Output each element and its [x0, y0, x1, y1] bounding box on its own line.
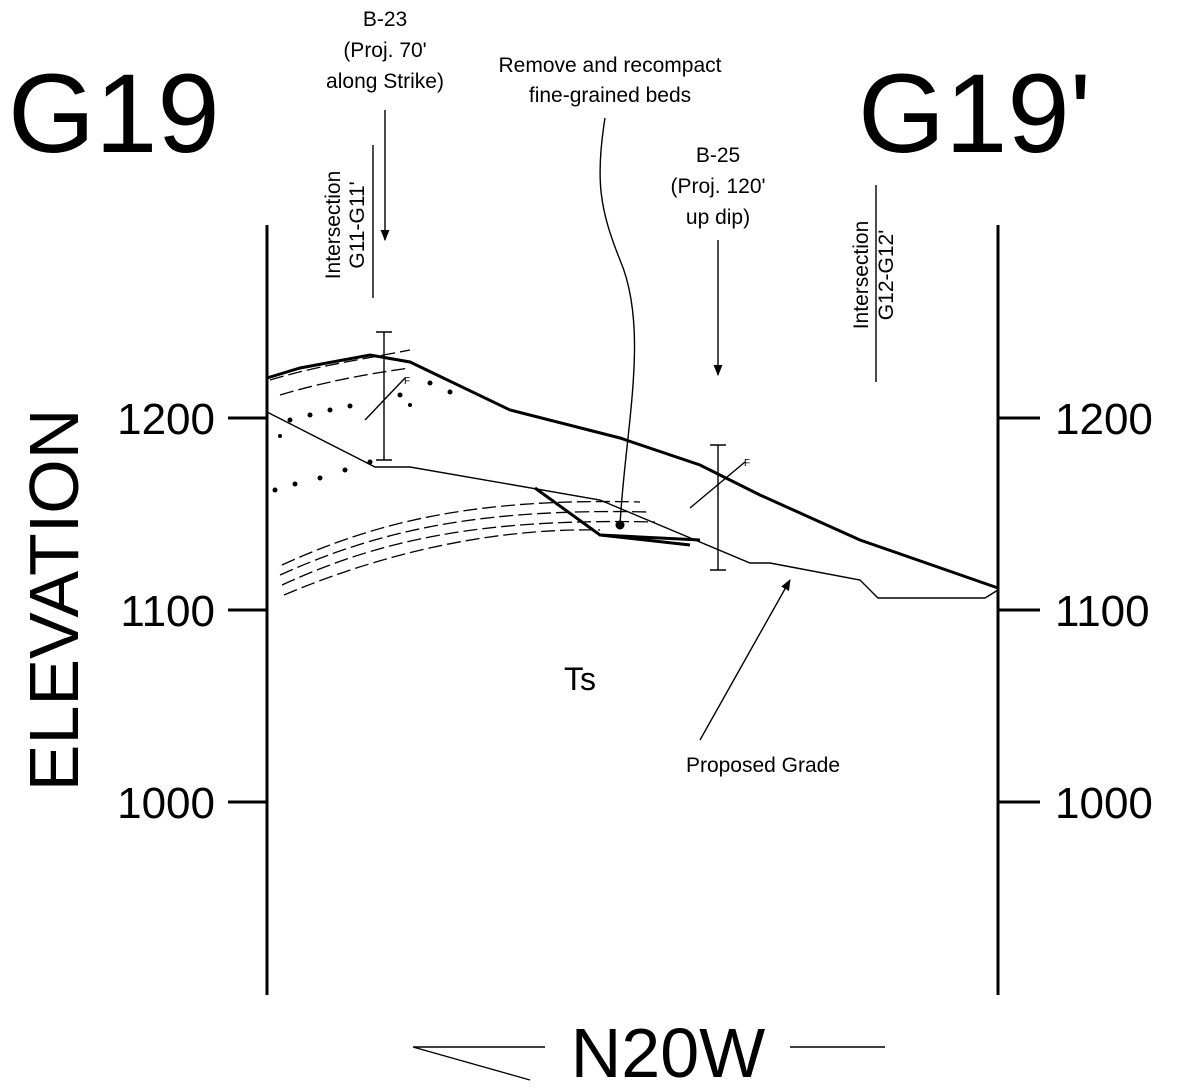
grade-label: Proposed Grade [686, 754, 840, 777]
intersection-name: G11-G11' [346, 181, 369, 268]
boring-name: B-23 [363, 8, 407, 31]
leader [599, 117, 636, 526]
boring-logs: FF [364, 331, 750, 571]
tick-label: 1100 [120, 587, 215, 636]
boring-note: up dip) [686, 206, 750, 229]
intersection-title: Intersection [322, 171, 345, 280]
note: Remove and recompact [499, 54, 722, 77]
arrow [699, 579, 791, 741]
axis-label: ELEVATION [15, 409, 93, 792]
ground-surface [266, 353, 999, 590]
gravel [272, 380, 453, 493]
unit-label: Ts [564, 661, 596, 697]
boring-note: (Proj. 120' [670, 175, 765, 198]
svg-text:F: F [404, 376, 410, 387]
boundaries [265, 225, 1000, 995]
bedding [269, 349, 656, 596]
tick-label: 1100 [1055, 587, 1150, 636]
intersection-name: G12-G12' [875, 230, 898, 320]
proposed-grade [266, 411, 999, 599]
removal-zone [534, 486, 701, 547]
tick-label: 1000 [1055, 779, 1153, 828]
section-end-label: G19' [858, 51, 1091, 176]
leader-dot [615, 520, 625, 530]
intersection-title: Intersection [850, 221, 873, 330]
bearing-arrow [412, 1046, 885, 1081]
tick-label: 1200 [117, 395, 215, 444]
tick-label: 1000 [117, 779, 215, 828]
note: fine-grained beds [529, 84, 691, 107]
elevation-ticks: 1200 1200 1100 1100 1000 1000 [117, 395, 1153, 828]
bearing: N20W [571, 1014, 765, 1091]
section-start-label: G19 [8, 51, 220, 176]
boring-note: along Strike) [326, 70, 444, 93]
boring-name: B-25 [696, 144, 740, 167]
boring-note: (Proj. 70' [343, 39, 426, 62]
tick-label: 1200 [1055, 395, 1153, 444]
svg-text:F: F [744, 458, 750, 469]
